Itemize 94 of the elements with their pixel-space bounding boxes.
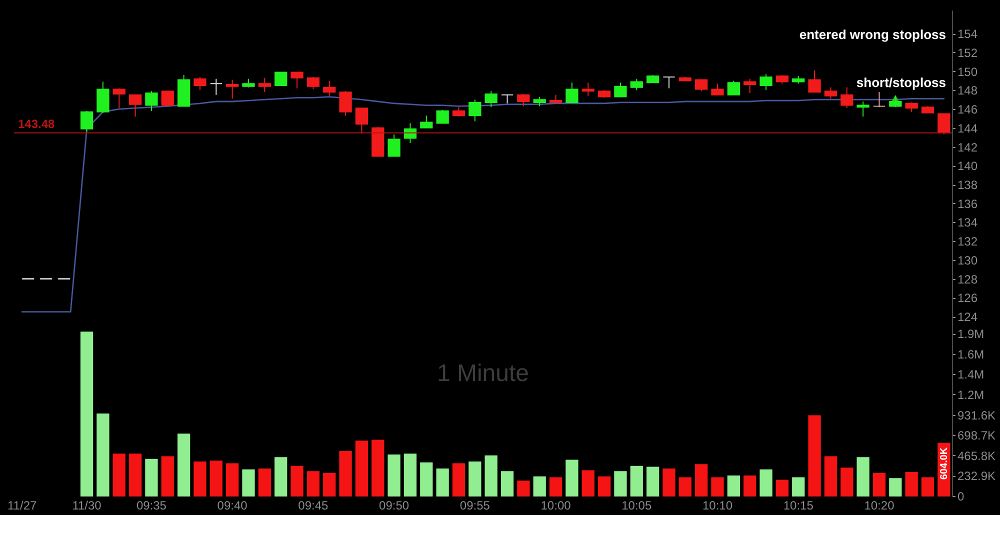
bar bbox=[598, 476, 611, 496]
y-tick-label: 1.9M bbox=[958, 327, 984, 342]
bar bbox=[96, 414, 110, 496]
bar bbox=[695, 464, 708, 496]
candlestick bbox=[388, 134, 400, 157]
x-tick-label: 11/30 bbox=[72, 498, 102, 512]
bar bbox=[290, 466, 304, 496]
bar bbox=[678, 477, 692, 496]
y-tick-label: 465.8K bbox=[958, 448, 996, 463]
data-label: 604.0K bbox=[938, 446, 950, 480]
x-tick-label: 10:20 bbox=[864, 498, 895, 512]
x-tick-label: 09:45 bbox=[298, 498, 329, 512]
bar bbox=[744, 475, 756, 496]
bar bbox=[630, 466, 643, 496]
bar bbox=[905, 472, 918, 496]
y-tick-label: 142 bbox=[958, 140, 978, 154]
bar bbox=[194, 462, 206, 496]
y-tick-label: 1.2M bbox=[958, 388, 984, 402]
bar bbox=[824, 456, 838, 496]
x-tick-label: 10:15 bbox=[783, 498, 814, 512]
bar bbox=[727, 475, 740, 496]
bar bbox=[128, 454, 142, 496]
bar bbox=[808, 415, 821, 496]
y-tick-label: 152 bbox=[958, 46, 978, 60]
y-tick-label: 931.6K bbox=[958, 408, 996, 422]
bar bbox=[792, 477, 805, 496]
candlestick bbox=[404, 122, 417, 144]
x-tick-label: 10:00 bbox=[540, 498, 572, 512]
bar bbox=[582, 470, 594, 496]
y-tick-label: 1.6M bbox=[958, 347, 984, 362]
y-tick-label: 132 bbox=[958, 234, 978, 249]
x-tick-label: 09:35 bbox=[136, 498, 167, 512]
bar bbox=[145, 458, 158, 496]
y-tick-label: 144 bbox=[958, 121, 978, 136]
bar bbox=[662, 468, 676, 496]
bar bbox=[484, 455, 498, 496]
bar bbox=[646, 466, 660, 496]
x-tick-label: 11/27 bbox=[8, 498, 37, 512]
bar bbox=[566, 460, 578, 496]
bar bbox=[614, 471, 627, 496]
bar bbox=[760, 469, 772, 496]
bar bbox=[872, 472, 886, 496]
bar bbox=[161, 456, 174, 496]
bar bbox=[355, 440, 368, 496]
y-tick-label: 126 bbox=[958, 291, 978, 306]
x-tick-label: 10:10 bbox=[702, 498, 733, 512]
bar bbox=[856, 457, 870, 496]
bar bbox=[921, 477, 934, 496]
bar bbox=[711, 477, 724, 496]
y-tick-label: 146 bbox=[958, 102, 978, 117]
bar bbox=[533, 476, 546, 496]
annotation: 1 Minute bbox=[436, 360, 530, 387]
y-tick-label: 150 bbox=[958, 64, 978, 79]
bar bbox=[258, 468, 271, 496]
bar bbox=[177, 434, 190, 496]
bar bbox=[274, 457, 288, 496]
y-tick-label: 128 bbox=[958, 272, 978, 286]
y-tick-label: 140 bbox=[958, 159, 978, 174]
bar bbox=[226, 463, 239, 496]
bar bbox=[210, 460, 222, 496]
bar bbox=[840, 468, 854, 496]
bar bbox=[776, 480, 789, 496]
y-tick-label: 698.7K bbox=[958, 428, 996, 443]
x-tick-label: 09:40 bbox=[217, 498, 248, 512]
y-tick-label: 0 bbox=[958, 490, 964, 504]
y-tick-label: 138 bbox=[958, 178, 978, 192]
bar bbox=[339, 451, 352, 496]
x-tick-label: 09:55 bbox=[460, 498, 490, 512]
bar bbox=[436, 468, 449, 496]
x-tick-label: 10:05 bbox=[622, 498, 652, 512]
bar bbox=[517, 480, 530, 496]
bar bbox=[889, 478, 902, 496]
bar bbox=[500, 471, 514, 496]
bar bbox=[372, 440, 384, 496]
bar bbox=[80, 332, 94, 496]
bar bbox=[242, 469, 255, 496]
bar bbox=[468, 462, 482, 496]
y-tick-label: 232.9K bbox=[958, 469, 996, 484]
y-tick-label: 148 bbox=[958, 84, 978, 98]
bar bbox=[323, 472, 336, 496]
y-tick-label: 1.4M bbox=[958, 368, 984, 382]
bar bbox=[306, 471, 320, 496]
bar bbox=[452, 463, 466, 496]
bar bbox=[549, 477, 562, 496]
x-tick-label: 09:50 bbox=[379, 498, 410, 512]
y-tick-label: 130 bbox=[958, 253, 978, 268]
y-tick-label: 136 bbox=[958, 196, 978, 211]
y-tick-label: 134 bbox=[958, 216, 978, 230]
bar bbox=[404, 454, 417, 496]
bar bbox=[420, 462, 433, 496]
y-tick-label: 124 bbox=[958, 310, 978, 324]
bar bbox=[112, 454, 126, 496]
y-tick-label: 154 bbox=[958, 27, 978, 42]
bar bbox=[388, 454, 400, 496]
